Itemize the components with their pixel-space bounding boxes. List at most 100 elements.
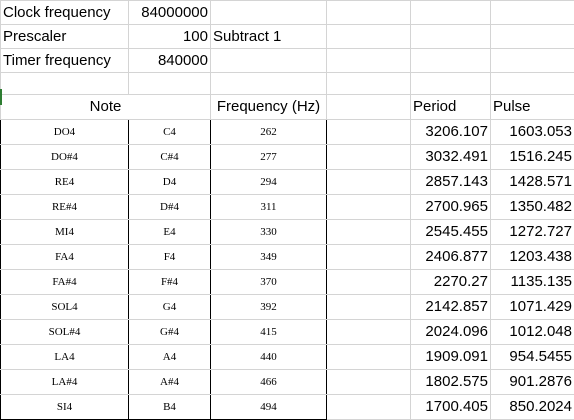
period-column-header[interactable]: Period: [411, 95, 491, 120]
solfege-cell[interactable]: SOL#4: [1, 320, 129, 345]
empty-cell[interactable]: [327, 120, 411, 145]
prescaler-value-cell[interactable]: 100: [129, 25, 211, 49]
note-name-cell[interactable]: A4: [129, 345, 211, 370]
solfege-cell[interactable]: FA4: [1, 245, 129, 270]
empty-cell[interactable]: [327, 1, 411, 25]
frequency-cell[interactable]: 330: [211, 220, 327, 245]
frequency-column-header[interactable]: Frequency (Hz): [211, 95, 327, 120]
pulse-cell[interactable]: 901.2876: [491, 370, 574, 395]
empty-cell[interactable]: [327, 245, 411, 270]
period-cell[interactable]: 1700.405: [411, 395, 491, 420]
empty-cell[interactable]: [327, 395, 411, 420]
prescaler-label-cell[interactable]: Prescaler: [1, 25, 129, 49]
prescaler-note-cell[interactable]: Subtract 1: [211, 25, 327, 49]
note-name-cell[interactable]: D#4: [129, 195, 211, 220]
empty-cell[interactable]: [327, 95, 411, 120]
frequency-cell[interactable]: 311: [211, 195, 327, 220]
period-cell[interactable]: 2142.857: [411, 295, 491, 320]
empty-cell[interactable]: [491, 49, 574, 73]
note-name-cell[interactable]: C#4: [129, 145, 211, 170]
pulse-cell[interactable]: 1071.429: [491, 295, 574, 320]
note-name-cell[interactable]: D4: [129, 170, 211, 195]
pulse-cell[interactable]: 1516.245: [491, 145, 574, 170]
empty-cell[interactable]: [411, 25, 491, 49]
pulse-cell[interactable]: 1350.482: [491, 195, 574, 220]
empty-cell[interactable]: [1, 73, 129, 95]
period-cell[interactable]: 3206.107: [411, 120, 491, 145]
period-cell[interactable]: 2024.096: [411, 320, 491, 345]
solfege-cell[interactable]: RE4: [1, 170, 129, 195]
empty-cell[interactable]: [327, 345, 411, 370]
frequency-cell[interactable]: 440: [211, 345, 327, 370]
empty-cell[interactable]: [327, 49, 411, 73]
empty-cell[interactable]: [211, 49, 327, 73]
empty-cell[interactable]: [411, 1, 491, 25]
note-name-cell[interactable]: A#4: [129, 370, 211, 395]
solfege-cell[interactable]: MI4: [1, 220, 129, 245]
note-name-cell[interactable]: C4: [129, 120, 211, 145]
solfege-cell[interactable]: DO4: [1, 120, 129, 145]
pulse-cell[interactable]: 1428.571: [491, 170, 574, 195]
period-cell[interactable]: 2545.455: [411, 220, 491, 245]
clock-value-cell[interactable]: 84000000: [129, 1, 211, 25]
empty-cell[interactable]: [327, 270, 411, 295]
solfege-cell[interactable]: LA#4: [1, 370, 129, 395]
frequency-cell[interactable]: 494: [211, 395, 327, 420]
solfege-cell[interactable]: SOL4: [1, 295, 129, 320]
timer-label-cell[interactable]: Timer frequency: [1, 49, 129, 73]
empty-cell[interactable]: [491, 25, 574, 49]
frequency-cell[interactable]: 392: [211, 295, 327, 320]
pulse-cell[interactable]: 1012.048: [491, 320, 574, 345]
pulse-cell[interactable]: 1603.053: [491, 120, 574, 145]
pulse-cell[interactable]: 954.5455: [491, 345, 574, 370]
period-cell[interactable]: 1802.575: [411, 370, 491, 395]
empty-cell[interactable]: [327, 320, 411, 345]
frequency-cell[interactable]: 349: [211, 245, 327, 270]
solfege-cell[interactable]: DO#4: [1, 145, 129, 170]
empty-cell[interactable]: [211, 73, 327, 95]
solfege-cell[interactable]: LA4: [1, 345, 129, 370]
pulse-cell[interactable]: 850.2024: [491, 395, 574, 420]
note-name-cell[interactable]: F#4: [129, 270, 211, 295]
clock-label-cell[interactable]: Clock frequency: [1, 1, 129, 25]
empty-cell[interactable]: [211, 1, 327, 25]
period-cell[interactable]: 1909.091: [411, 345, 491, 370]
empty-cell[interactable]: [491, 73, 574, 95]
frequency-cell[interactable]: 262: [211, 120, 327, 145]
note-name-cell[interactable]: G#4: [129, 320, 211, 345]
empty-cell[interactable]: [129, 73, 211, 95]
frequency-cell[interactable]: 466: [211, 370, 327, 395]
pulse-cell[interactable]: 1135.135: [491, 270, 574, 295]
timer-value-cell[interactable]: 840000: [129, 49, 211, 73]
solfege-cell[interactable]: FA#4: [1, 270, 129, 295]
empty-cell[interactable]: [327, 220, 411, 245]
empty-cell[interactable]: [327, 25, 411, 49]
empty-cell[interactable]: [327, 195, 411, 220]
note-name-cell[interactable]: G4: [129, 295, 211, 320]
note-column-header[interactable]: Note: [1, 95, 211, 120]
period-cell[interactable]: 2700.965: [411, 195, 491, 220]
frequency-cell[interactable]: 277: [211, 145, 327, 170]
empty-cell[interactable]: [491, 1, 574, 25]
empty-cell[interactable]: [327, 295, 411, 320]
period-cell[interactable]: 2857.143: [411, 170, 491, 195]
pulse-cell[interactable]: 1203.438: [491, 245, 574, 270]
pulse-cell[interactable]: 1272.727: [491, 220, 574, 245]
empty-cell[interactable]: [411, 73, 491, 95]
period-cell[interactable]: 3032.491: [411, 145, 491, 170]
frequency-cell[interactable]: 294: [211, 170, 327, 195]
empty-cell[interactable]: [327, 145, 411, 170]
period-cell[interactable]: 2406.877: [411, 245, 491, 270]
solfege-cell[interactable]: SI4: [1, 395, 129, 420]
empty-cell[interactable]: [327, 170, 411, 195]
empty-cell[interactable]: [411, 49, 491, 73]
frequency-cell[interactable]: 415: [211, 320, 327, 345]
empty-cell[interactable]: [327, 370, 411, 395]
pulse-column-header[interactable]: Pulse: [491, 95, 574, 120]
note-name-cell[interactable]: F4: [129, 245, 211, 270]
frequency-cell[interactable]: 370: [211, 270, 327, 295]
note-name-cell[interactable]: B4: [129, 395, 211, 420]
empty-cell[interactable]: [327, 73, 411, 95]
period-cell[interactable]: 2270.27: [411, 270, 491, 295]
note-name-cell[interactable]: E4: [129, 220, 211, 245]
